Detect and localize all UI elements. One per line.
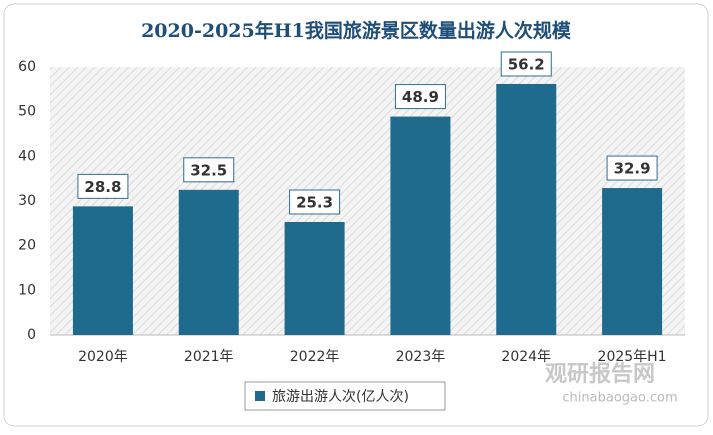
x-tick-label: 2024年 (501, 349, 551, 365)
data-label: 32.5 (190, 161, 227, 179)
legend-box (244, 381, 446, 411)
legend-swatch (255, 391, 265, 401)
data-label: 56.2 (508, 55, 545, 73)
data-label: 25.3 (296, 193, 333, 211)
bar (72, 206, 133, 335)
y-tick-label: 0 (27, 327, 36, 343)
data-label-box (606, 155, 658, 181)
y-tick-label: 20 (18, 238, 36, 254)
data-label: 32.9 (614, 160, 651, 178)
x-tick-label: 2023年 (396, 349, 446, 365)
bar (602, 188, 663, 335)
data-label-box (500, 51, 552, 77)
watermark: 观研报告网 (545, 362, 655, 387)
legend-label: 旅游出游人次(亿人次) (272, 389, 409, 405)
data-label-box (394, 84, 446, 110)
x-tick-label: 2025年H1 (598, 349, 667, 365)
watermark-url: chinabaogao.com (562, 391, 677, 406)
bar (178, 189, 239, 335)
y-tick-label: 60 (18, 59, 36, 75)
x-tick-label: 2022年 (290, 349, 340, 365)
y-tick-label: 40 (18, 148, 36, 164)
chart-title: 2020-2025年H1我国旅游景区数量出游人次规模 (141, 19, 572, 42)
y-tick-label: 50 (18, 104, 36, 120)
x-tick-label: 2020年 (78, 349, 128, 365)
x-tick-label: 2021年 (184, 349, 234, 365)
data-label-box (77, 173, 129, 199)
bar (390, 116, 451, 335)
bar (284, 221, 345, 335)
y-tick-label: 30 (18, 193, 36, 209)
data-label: 28.8 (84, 178, 121, 196)
plot-area (50, 67, 685, 335)
y-tick-label: 10 (18, 282, 36, 298)
data-label-box (183, 157, 235, 183)
bar (496, 83, 557, 336)
data-label: 48.9 (402, 88, 439, 106)
data-label-box (289, 189, 341, 215)
